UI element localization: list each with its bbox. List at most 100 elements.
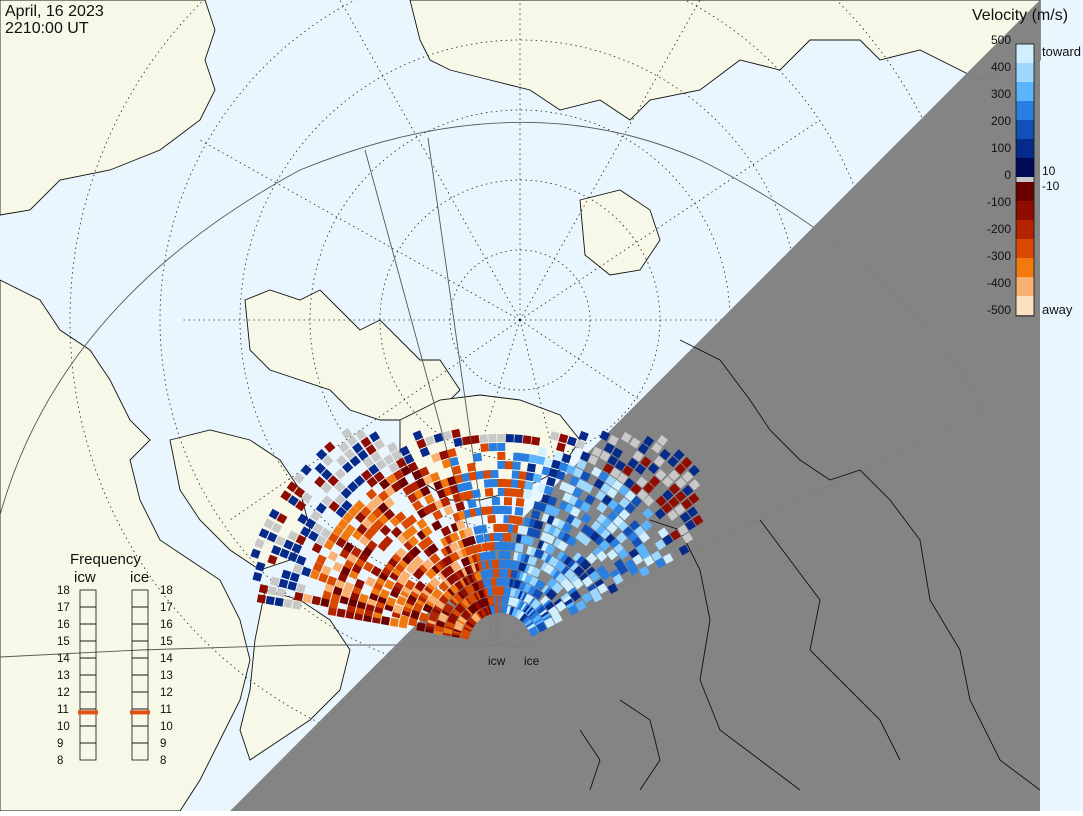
scatter-cell-495 [467,498,477,509]
scatter-cell-575 [483,479,493,488]
scatter-cell-155 [531,588,544,600]
scatter-cell-865 [267,586,278,596]
scatter-cell-808 [353,475,366,487]
scatter-cell-623 [511,470,521,479]
scatter-cell-939 [293,472,305,484]
scatter-cell-841 [291,543,303,554]
scatter-cell-202 [416,622,426,632]
freq-cell-0-9 [79,742,97,761]
scatter-cell-686 [327,550,339,562]
scatter-cell-862 [679,511,691,523]
scatter-cell-721 [662,553,674,565]
scatter-cell-779 [497,433,506,442]
scatter-cell-670 [569,475,580,487]
scatter-cell-917 [276,513,288,525]
scatter-cell-811 [375,458,387,471]
scatter-cell-469 [514,506,524,516]
scatter-cell-196 [534,579,546,591]
scatter-cell-831 [655,495,667,507]
scatter-cell-843 [300,526,311,538]
scatter-cell-485 [358,593,369,604]
scatter-cell-44 [453,621,465,632]
colorbar-tick-9: -200 [987,222,1011,236]
scatter-cell-624 [518,471,528,480]
scatter-cell-712 [572,467,584,479]
scatter-cell-346 [502,533,512,542]
scatter-cell-715 [600,482,612,494]
freq-scale-label-0-8: 10 [57,721,70,733]
frequency-scales: 18 17 16 15 14 13 12 11 10 9 8 18 17 16 15 14 13 12 11 10 9 8 [57,585,173,767]
colorbar-tick-6: 0 [1004,168,1011,182]
scatter-cell-796 [678,544,690,556]
scatter-cell-707 [535,455,546,466]
scatter-cell-933 [254,538,265,549]
scatter-cell-784 [555,442,566,453]
scatter-cell-923 [346,435,358,447]
scatter-cell-884 [655,469,667,481]
freq-marker-icw [78,710,98,715]
scatter-cell-780 [505,434,514,443]
scatter-cell-298 [449,551,461,563]
scatter-cell-914 [255,561,266,572]
scatter-cell-705 [520,453,530,463]
scatter-cell-820 [549,431,560,441]
night-shadow [230,0,1040,811]
scatter-cell-833 [667,509,679,521]
scatter-cell-931 [688,479,701,491]
scatter-cell-791 [630,483,642,495]
scatter-cell-409 [379,588,390,600]
scatter-cell-708 [543,457,554,468]
colorbar-tick-11: -400 [987,276,1011,290]
scatter-cell-875 [349,455,361,467]
scatter-cell-564 [366,540,378,552]
scatter-cell-696 [391,481,403,493]
scatter-cell-732 [353,499,366,512]
scatter-cell-539 [522,489,532,499]
scatter-cell-858 [649,475,661,488]
scatter-cell-767 [341,499,353,512]
scatter-cell-736 [392,469,405,481]
scatter-cell-486 [365,576,376,588]
freq-scale-label-1-5: 13 [160,670,173,682]
scatter-cell-753 [618,485,630,497]
scatter-cell-768 [366,476,378,488]
scatter-cell-580 [517,480,527,489]
scatter-cell-764 [315,535,327,547]
scatter-cell-751 [605,475,617,487]
scatter-cell-868 [283,539,294,551]
scatter-cell-909 [668,469,680,482]
scatter-cell-845 [310,510,322,522]
scatter-cell-494 [455,501,466,512]
scatter-cell-321 [572,578,584,590]
colorbar-away-label: away [1042,302,1073,317]
colorbar-tick-12: -500 [987,303,1011,317]
scatter-cell-752 [611,479,623,492]
scatter-cell-938 [286,481,298,493]
scatter-cell-340 [466,535,477,546]
scatter-cell-699 [419,466,430,478]
scatter-cell-904 [369,431,381,443]
scatter-cell-750 [598,470,610,482]
scatter-cell-700 [441,458,452,469]
scatter-cell-803 [312,522,324,534]
scatter-cell-769 [373,471,385,483]
scatter-cell-604 [350,546,362,558]
scatter-cell-913 [252,571,263,582]
scatter-cell-487 [370,565,382,577]
scatter-cell-512 [617,564,629,576]
scatter-cell-644 [324,582,335,593]
scatter-cell-894 [271,545,282,556]
scatter-cell-852 [412,430,424,441]
scatter-cell-719 [640,519,653,532]
scatter-cell-308 [502,542,511,551]
freq-scale-label-0-3: 15 [57,636,70,648]
scatter-cell-870 [297,513,309,525]
freq-scale-label-1-1: 17 [160,602,173,614]
scatter-cell-866 [269,576,280,587]
scatter-cell-729 [337,518,349,530]
scatter-cell-363 [591,591,603,603]
scatter-cell-701 [449,456,460,467]
scatter-cell-809 [361,469,373,481]
scatter-cell-420 [440,525,452,537]
scatter-cell-231 [511,561,521,571]
